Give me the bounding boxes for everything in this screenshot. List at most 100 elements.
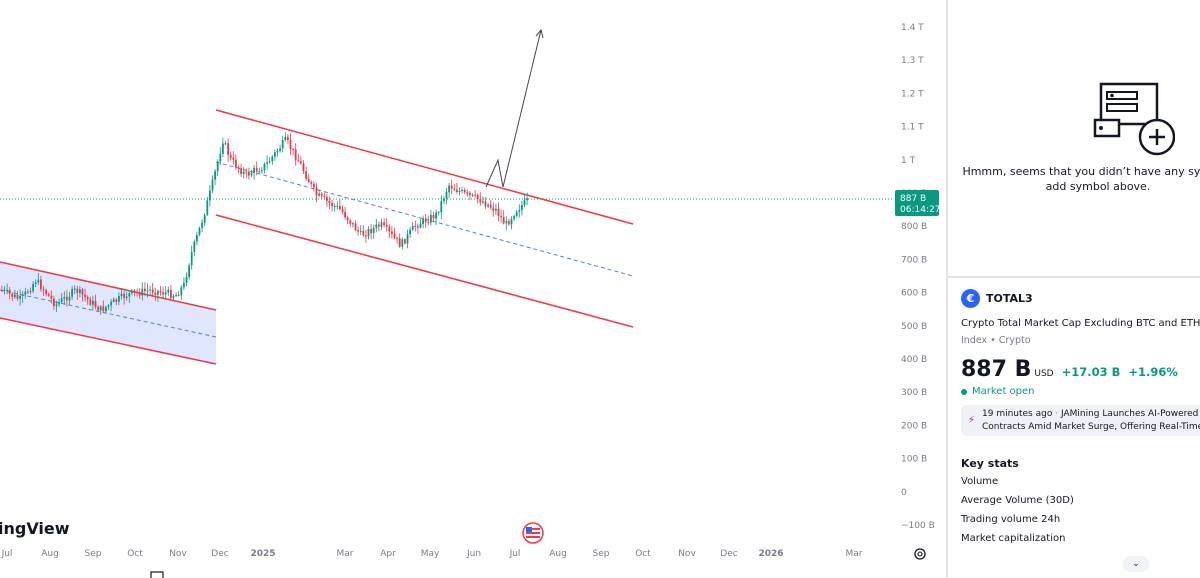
candle-body: [487, 204, 489, 207]
candle-body: [177, 294, 180, 296]
candle-body: [461, 189, 463, 191]
us-flag-icon[interactable]: [522, 522, 544, 544]
candle-body: [320, 193, 323, 196]
candle-body: [86, 297, 89, 300]
candle-body: [53, 298, 55, 307]
candle-body: [149, 289, 151, 291]
candle-body: [227, 143, 229, 155]
candle-body: [375, 224, 378, 228]
candle-body: [323, 195, 326, 197]
candle-body: [440, 201, 443, 213]
time-scale-label: Oct: [635, 549, 651, 559]
candle-body: [224, 143, 227, 145]
news-card[interactable]: ⚡ 19 minutes ago · JAMining Launches AI-…: [961, 405, 1200, 436]
candle-body: [193, 241, 196, 252]
candle-body: [89, 299, 92, 305]
candle-body: [105, 306, 107, 312]
calendar-icon[interactable]: [150, 571, 164, 578]
time-scale-label: Aug: [41, 549, 59, 559]
candles: [1, 132, 528, 315]
candle-body: [219, 153, 222, 162]
time-scale-label: Aug: [549, 549, 567, 559]
candle-body: [367, 229, 370, 237]
price-scale-label: 1.3 T: [901, 56, 924, 66]
market-status-label: Market open: [972, 386, 1035, 397]
candle-body: [409, 229, 411, 235]
candle-body: [255, 168, 258, 172]
candle-body: [398, 238, 401, 247]
channel-1-upper[interactable]: [0, 261, 217, 311]
candle-body: [292, 149, 294, 151]
time-scale[interactable]: Jul Aug Sep Oct Nov Dec 2025 Mar Apr May Jun Jul Aug…: [1, 549, 863, 559]
price-row: 887 B USD +17.03 B +1.96%: [961, 357, 1200, 382]
candle-body: [318, 193, 320, 196]
empty-watchlist-message: Hmmm, seems that you didn’t have any sym…: [948, 164, 1200, 194]
candle-body: [370, 229, 372, 234]
candle-body: [289, 140, 292, 150]
last-price-label: 887 B: [900, 194, 926, 204]
candle-body: [339, 205, 341, 210]
panel-separator[interactable]: [948, 276, 1200, 278]
candle-body: [396, 237, 398, 239]
channel-1-lower[interactable]: [0, 317, 217, 365]
price-scale-label: 200 B: [901, 421, 927, 431]
symbol-name[interactable]: TOTAL3: [986, 291, 1033, 305]
candle-body: [474, 194, 476, 196]
candle-body: [362, 230, 365, 236]
candle-body: [66, 296, 68, 301]
symbol-description: Crypto Total Market Cap Excluding BTC an…: [961, 318, 1200, 329]
candle-body: [14, 294, 16, 297]
candle-body: [29, 291, 32, 293]
candle-body: [411, 226, 414, 230]
candle-body: [261, 170, 263, 172]
candle-body: [99, 306, 102, 311]
candle-body: [424, 218, 427, 223]
channel-1-fill: [0, 262, 216, 364]
candle-body: [120, 293, 123, 297]
price-change-percent: +1.96%: [1128, 365, 1178, 379]
right-panel: Hmmm, seems that you didn’t have any sym…: [948, 0, 1200, 578]
symbol-row[interactable]: € TOTAL3: [961, 286, 1200, 310]
candle-body: [450, 185, 453, 189]
candle-body: [138, 292, 141, 296]
price-currency: USD: [1034, 369, 1054, 379]
time-scale-label: Oct: [127, 549, 143, 559]
candle-body: [354, 223, 357, 231]
symbol-description-row: Crypto Total Market Cap Excluding BTC an…: [961, 318, 1200, 329]
candle-body: [263, 163, 266, 171]
channel-2-upper[interactable]: [215, 109, 634, 225]
price-scale-label: 1 T: [901, 156, 916, 166]
candle-body: [505, 221, 508, 224]
candle-body: [287, 136, 289, 141]
gear-icon[interactable]: [914, 548, 926, 560]
last-price-badge: 887 B 06:14:27: [895, 190, 940, 216]
candle-body: [328, 200, 331, 203]
candle-body: [162, 292, 164, 295]
candle-body: [79, 289, 81, 294]
countdown-label: 06:14:27: [900, 205, 940, 215]
status-dot-icon: [961, 388, 967, 395]
price-scale-label: 700 B: [901, 255, 927, 265]
candle-body: [81, 289, 84, 295]
candle-body: [68, 296, 71, 301]
projection-path[interactable]: [485, 29, 542, 188]
candle-body: [357, 230, 359, 232]
news-text: 19 minutes ago · JAMining Launches AI-Po…: [982, 408, 1200, 434]
candle-body: [484, 201, 487, 207]
candle-body: [42, 289, 45, 291]
candle-body: [458, 190, 461, 193]
candle-body: [110, 301, 112, 306]
candle-body: [521, 205, 523, 211]
candle-body: [71, 289, 73, 297]
expand-chevron-icon[interactable]: ⌄: [1122, 556, 1150, 572]
candle-body: [92, 300, 94, 305]
panel-divider[interactable]: [946, 0, 948, 578]
candle-body: [201, 222, 203, 228]
candle-body: [3, 289, 6, 291]
stat-average-volume: Average Volume (30D): [961, 495, 1074, 506]
candle-body: [500, 215, 502, 217]
channel-2-lower[interactable]: [215, 214, 634, 328]
